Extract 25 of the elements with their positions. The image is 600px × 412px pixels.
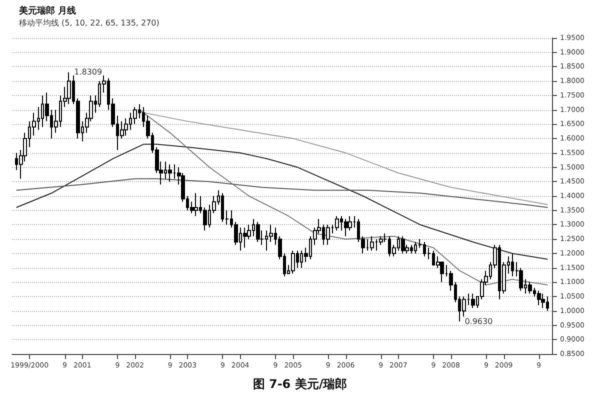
candlestick [291,250,295,274]
line-series [16,178,548,208]
caption: 图 7-6 美元/瑞郎 [252,377,348,391]
candlestick [326,224,330,246]
candlestick [344,218,348,237]
candlestick [401,236,405,254]
candlestick [335,216,339,231]
line-series [143,112,548,206]
candlestick [256,221,260,242]
line-series [139,109,548,286]
candlestick [243,227,247,248]
candlestick [67,72,71,105]
chart-title: 美元瑞郎 月线 [18,6,76,16]
candlestick [168,164,172,182]
candlestick [370,236,374,252]
candlestick [528,282,532,294]
annotation: 1.8309 [74,68,102,77]
candlestick [194,192,198,217]
candlestick [471,293,475,309]
candlestick [541,293,545,309]
candlestick [537,290,541,306]
line-series [16,144,548,260]
annotation: 0.9630 [464,317,493,326]
candlestick [462,296,466,318]
chart-subtitle: 移动平均线 (5, 10, 22, 65, 135, 270) [19,18,160,28]
